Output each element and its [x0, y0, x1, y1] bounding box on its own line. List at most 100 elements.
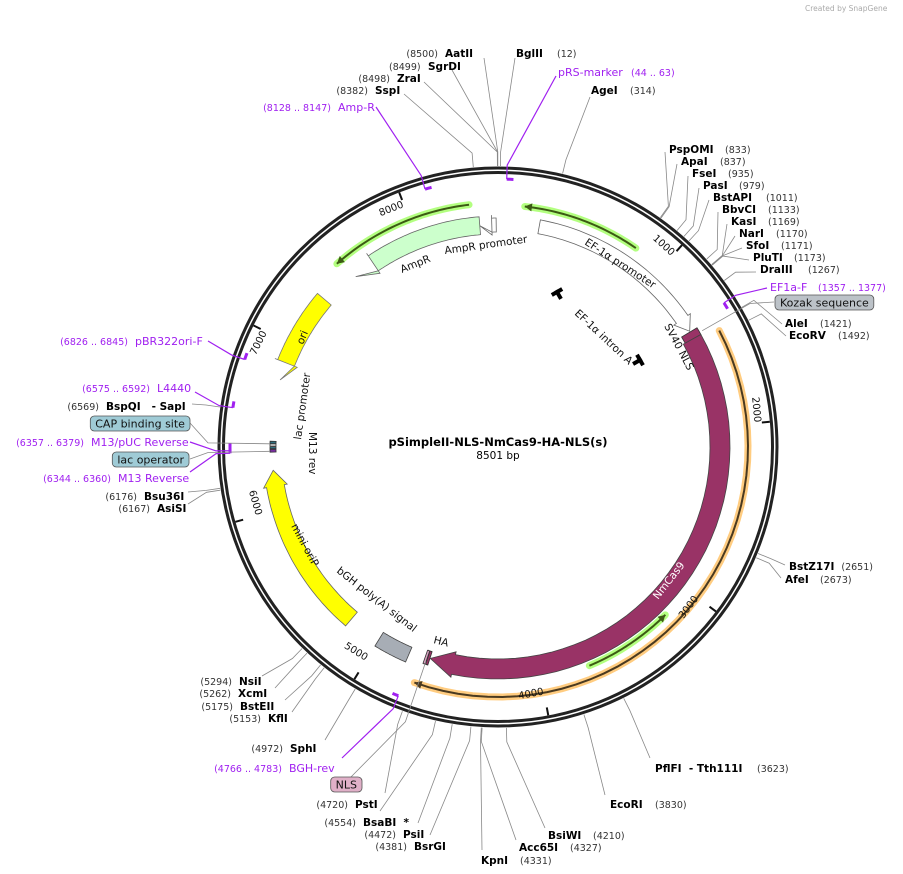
site-position: (2673)	[820, 575, 852, 586]
feature-label-ef1a-intron: EF-1α intron A	[572, 307, 635, 367]
plasmid-name: pSimpleII-NLS-NmCas9-HA-NLS(s)	[388, 435, 607, 449]
site-psii[interactable]: PsiI (4472)	[364, 829, 424, 841]
site-sphi[interactable]: SphI (4972)	[251, 743, 316, 755]
site-acc65i[interactable]: Acc65I (4327)	[519, 842, 602, 854]
site-pasi[interactable]: PasI (979)	[703, 180, 765, 192]
site-apai[interactable]: ApaI (837)	[681, 156, 746, 168]
site-psti[interactable]: PstI (4720)	[316, 799, 377, 811]
tick-label: 6000	[246, 489, 264, 516]
feature-m13-rev[interactable]	[269, 448, 277, 453]
site-bbvci[interactable]: BbvCI (1133)	[722, 204, 800, 216]
orf-strand-bottom[interactable]	[588, 614, 667, 667]
primer-bgh-rev[interactable]: BGH-rev (4766 .. 4783)	[214, 762, 335, 775]
site-ecori[interactable]: EcoRI (3830)	[610, 799, 687, 811]
feature-box-cap-binding-site[interactable]: CAP binding site	[89, 415, 191, 432]
site-pspomi[interactable]: PspOMI (833)	[669, 144, 751, 156]
primer-l4440[interactable]: L4440 (6575 .. 6592)	[82, 382, 191, 395]
plasmid-length: 8501 bp	[476, 450, 520, 462]
site-fsei[interactable]: FseI (935)	[692, 168, 754, 180]
feature-ori[interactable]	[274, 292, 332, 381]
site-name: EcoRV	[789, 330, 827, 342]
site-name: PspOMI	[669, 144, 714, 156]
feature-nmcas9[interactable]	[429, 333, 731, 680]
feature-lac-promoter[interactable]	[269, 443, 277, 447]
tick-mark	[545, 707, 550, 716]
site-kasi[interactable]: KasI (1169)	[731, 216, 800, 228]
site-agei[interactable]: AgeI (314)	[591, 85, 656, 97]
box-leader-line-3	[349, 661, 427, 779]
site-bsu36i[interactable]: Bsu36I (6176)	[105, 491, 184, 503]
feature-nls-small[interactable]	[425, 650, 433, 666]
feature-cap-site[interactable]	[269, 440, 277, 445]
orf-strand-top-left[interactable]	[336, 203, 470, 265]
site-position: (979)	[739, 181, 765, 192]
feature-box-nls[interactable]: NLS	[330, 776, 363, 793]
site-bspqi-sapi[interactable]: BspQI - SapI (6569)	[67, 401, 185, 413]
primer-site-mark	[424, 185, 432, 191]
site-ecorv[interactable]: EcoRV (1492)	[789, 330, 870, 342]
leader-line-19	[723, 287, 768, 304]
site-position: (1173)	[794, 253, 826, 264]
site-zrai[interactable]: ZraI (8498)	[358, 73, 420, 85]
feature-ha[interactable]	[422, 649, 431, 665]
primer-ef1a-f[interactable]: EF1a-F (1357 .. 1377)	[770, 281, 886, 294]
site-position: (3623)	[757, 764, 789, 775]
site-name: ZraI	[397, 73, 421, 85]
site-bglii[interactable]: BglII (12)	[516, 48, 577, 60]
site-name: BsrGI	[414, 841, 446, 853]
site-name: PsiI	[403, 829, 424, 841]
site-alei[interactable]: AleI (1421)	[785, 318, 852, 330]
site-position: (5294)	[200, 677, 232, 688]
feature-ef1a-promoter[interactable]	[537, 219, 691, 332]
feature-bgh-polya[interactable]	[374, 631, 413, 663]
intron-boundary-mark	[632, 353, 645, 367]
site-position: (4381)	[375, 842, 407, 853]
site-sgrdi[interactable]: SgrDI (8499)	[389, 61, 461, 73]
site-bsrgi[interactable]: BsrGI (4381)	[375, 841, 446, 853]
site-position: (4766 .. 4783)	[214, 764, 282, 775]
orf-strand-top-right[interactable]	[524, 205, 637, 249]
primer-amp-r[interactable]: Amp-R (8128 .. 8147)	[263, 101, 375, 114]
site-sfoi[interactable]: SfoI (1171)	[746, 240, 813, 252]
site-name: XcmI	[238, 688, 267, 700]
site-sspi[interactable]: SspI (8382)	[336, 85, 400, 97]
site-position: (12)	[557, 49, 577, 60]
site-bstz17i[interactable]: BstZ17I (2651)	[789, 561, 873, 573]
primer-m13-reverse[interactable]: M13 Reverse (6344 .. 6360)	[43, 472, 189, 485]
feature-ampr[interactable]	[355, 216, 481, 277]
site-bsteii[interactable]: BstEII (5175)	[201, 701, 274, 713]
primer-prs-marker[interactable]: pRS-marker (44 .. 63)	[558, 66, 675, 79]
site-bstapi[interactable]: BstAPI (1011)	[713, 192, 798, 204]
site-draiii[interactable]: DraIII (1267)	[760, 264, 840, 276]
orf-strand-orange[interactable]	[414, 330, 749, 698]
feature-box-lac-operator[interactable]: lac operator	[111, 451, 190, 468]
site-afei[interactable]: AfeI (2673)	[785, 574, 852, 586]
leader-line-13	[706, 211, 719, 260]
feature-lac-operator[interactable]	[269, 446, 277, 450]
primer-pbr322ori-f[interactable]: pBR322ori-F (6826 .. 6845)	[60, 335, 203, 348]
site-xcmi[interactable]: XcmI (5262)	[199, 688, 267, 700]
site-bsiwi[interactable]: BsiWI (4210)	[548, 830, 625, 842]
primer-m13-puc-reverse[interactable]: M13/pUC Reverse (6357 .. 6379)	[16, 436, 189, 449]
site-pflfi-tth111i[interactable]: PflFI - Tth111I (3623)	[655, 763, 789, 775]
site-aatii[interactable]: AatII (8500)	[406, 48, 473, 60]
feature-ampr-promoter[interactable]	[479, 215, 497, 236]
site-position: (1011)	[766, 193, 798, 204]
leader-line-18	[724, 271, 757, 281]
site-kfli[interactable]: KflI (5153)	[229, 713, 287, 725]
site-name: BspQI - SapI	[106, 401, 186, 413]
site-asisi[interactable]: AsiSI (6167)	[118, 503, 186, 515]
feature-mini-orip[interactable]	[262, 469, 358, 627]
site-pluti[interactable]: PluTI (1173)	[753, 252, 826, 264]
site-nsii[interactable]: NsiI (5294)	[200, 676, 261, 688]
tick-mark	[253, 324, 262, 330]
site-nari[interactable]: NarI (1170)	[739, 228, 808, 240]
tick-label: 2000	[749, 396, 762, 422]
feature-label-ha: HA	[432, 634, 450, 649]
leader-line-36	[284, 664, 321, 701]
feature-box-kozak-sequence[interactable]: Kozak sequence	[774, 294, 875, 311]
tick-label: 3000	[677, 594, 701, 621]
site-position: (8128 .. 8147)	[263, 103, 331, 114]
site-bsabi-[interactable]: BsaBI * (4554)	[324, 817, 409, 829]
site-kpni[interactable]: KpnI (4331)	[481, 855, 552, 867]
